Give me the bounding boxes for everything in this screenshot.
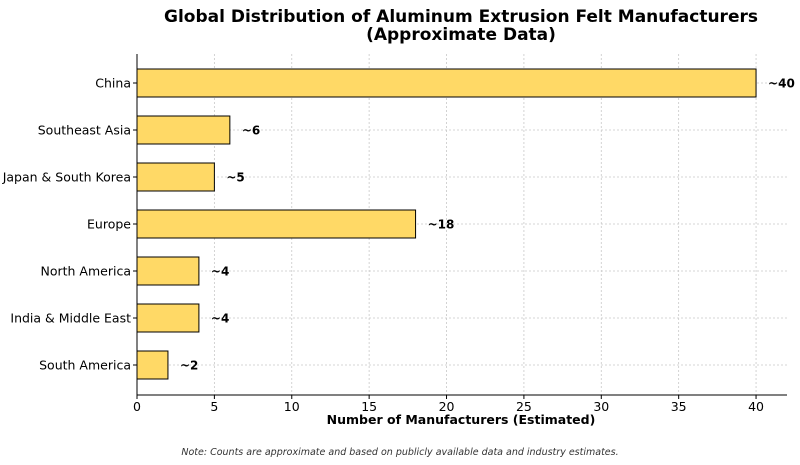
x-tick-label: 15 (361, 399, 377, 414)
category-label: South America (39, 358, 131, 373)
x-tick-label: 25 (516, 399, 532, 414)
x-tick-label: 30 (593, 399, 609, 414)
grid-lines (136, 54, 787, 395)
chart-title-line1: Global Distribution of Aluminum Extrusio… (164, 7, 758, 27)
x-axis-label: Number of Manufacturers (Estimated) (327, 412, 596, 427)
category-label: India & Middle East (10, 311, 131, 326)
footnote: Note: Counts are approximate and based o… (181, 447, 618, 458)
category-label: Europe (87, 217, 131, 232)
category-label: Southeast Asia (38, 123, 131, 138)
bar (136, 350, 169, 380)
chart-title-line2: (Approximate Data) (366, 25, 556, 45)
x-tick-label: 40 (748, 399, 764, 414)
data-label: ~2 (180, 359, 198, 373)
data-label: ~18 (428, 218, 455, 232)
x-tick-label: 10 (284, 399, 300, 414)
bars (136, 68, 757, 380)
category-label: North America (41, 264, 132, 279)
x-tick-label: 0 (133, 399, 141, 414)
data-label: ~4 (211, 265, 229, 279)
bar (136, 68, 757, 98)
category-label: Japan & South Korea (2, 170, 131, 185)
data-label: ~6 (242, 124, 260, 138)
bar (136, 209, 417, 239)
category-labels: China Southeast Asia Japan & South Korea Eu… (2, 76, 132, 373)
bar (136, 115, 231, 145)
bar (136, 303, 200, 333)
x-tick-label: 20 (439, 399, 455, 414)
data-label: ~4 (211, 312, 229, 326)
bar (136, 256, 200, 286)
x-tick-label: 35 (671, 399, 687, 414)
category-label: China (95, 76, 131, 91)
data-label: ~40 (768, 77, 795, 91)
x-tick-label: 5 (210, 399, 218, 414)
x-tick-labels: 0 5 10 15 20 25 30 35 40 (133, 399, 764, 414)
bar (136, 162, 215, 192)
axes (133, 54, 787, 399)
data-label: ~5 (226, 171, 244, 185)
data-labels: ~40 ~6 ~5 ~18 ~4 ~4 ~2 (180, 77, 795, 373)
